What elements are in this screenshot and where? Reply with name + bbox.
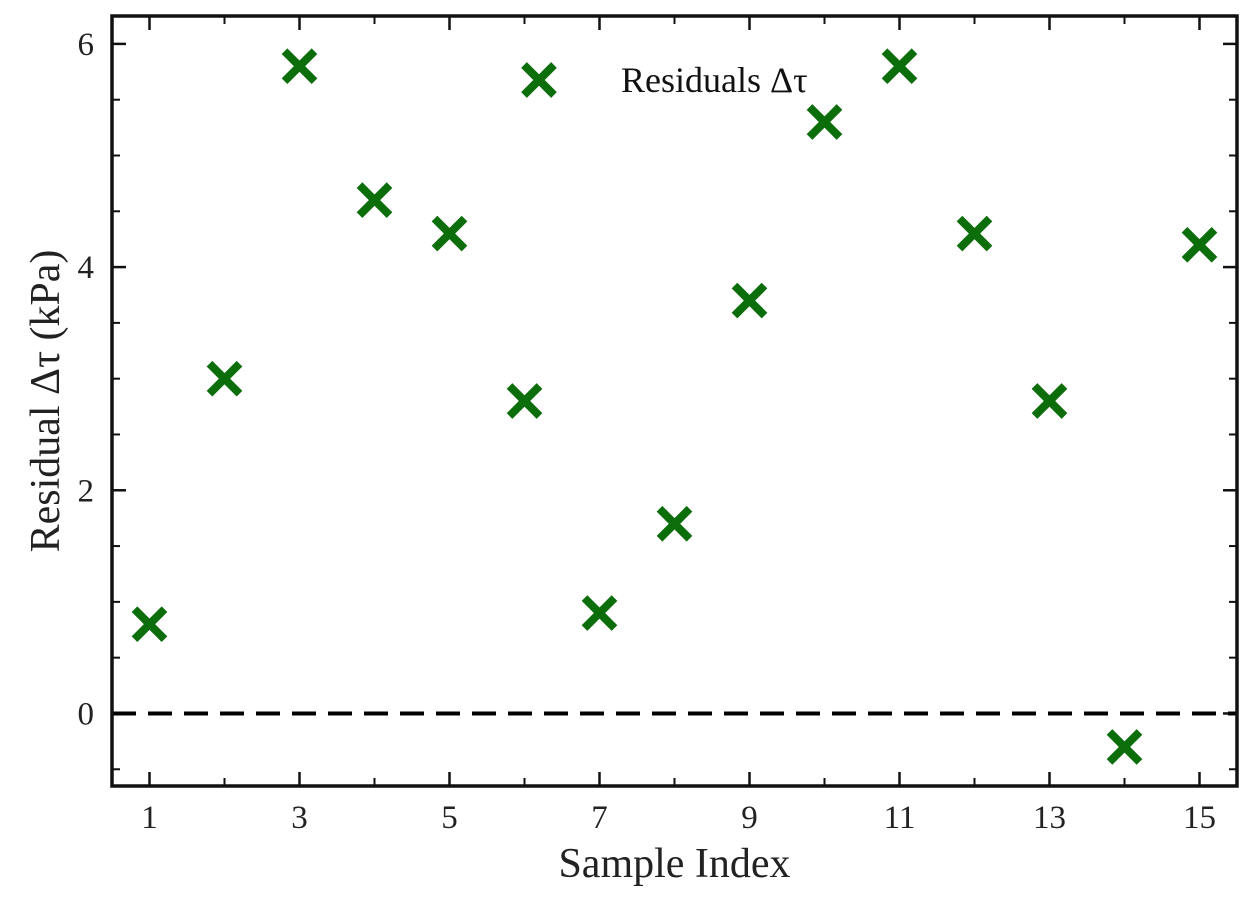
marker-stroke	[206, 360, 243, 397]
y-axis-title: Residual Δτ (kPa)	[23, 250, 69, 553]
data-point-x-marker	[206, 360, 243, 397]
data-point-x-marker	[1031, 383, 1068, 419]
y-tick-label: 0	[78, 696, 95, 732]
x-tick-labels: 1 3 5 7 9 11 13 15	[141, 800, 1216, 836]
x-tick-label: 1	[141, 800, 158, 836]
marker-stroke	[521, 62, 557, 98]
x-tick-label: 5	[441, 800, 458, 836]
data-point-x-marker	[1106, 729, 1143, 765]
plot-frame	[110, 14, 1239, 788]
marker-stroke	[1031, 383, 1068, 419]
minor-ticks	[112, 16, 1237, 786]
y-tick-label: 2	[78, 473, 95, 509]
data-point-x-marker	[281, 48, 318, 85]
marker-stroke	[1181, 226, 1218, 263]
marker-stroke	[431, 215, 468, 252]
marker-stroke	[506, 383, 543, 419]
data-point-x-marker	[431, 215, 468, 252]
y-tick-labels: 0 2 4 6	[78, 27, 95, 733]
x-tick-label: 9	[741, 800, 758, 836]
data-point-x-marker	[356, 182, 393, 218]
x-tick-label: 15	[1183, 800, 1216, 836]
legend-marker	[521, 62, 557, 98]
marker-stroke	[131, 606, 168, 643]
major-ticks	[112, 16, 1237, 786]
data-point-x-marker	[881, 48, 918, 85]
data-point-x-marker	[506, 383, 543, 419]
data-point-x-marker	[581, 595, 618, 631]
marker-stroke	[281, 48, 318, 85]
marker-stroke	[956, 215, 993, 252]
x-tick-label: 7	[591, 800, 608, 836]
x-axis-title: Sample Index	[558, 841, 790, 887]
marker-stroke	[356, 182, 393, 218]
marker-stroke	[581, 595, 618, 631]
data-point-x-marker	[1181, 226, 1218, 263]
data-point-x-marker	[731, 282, 768, 319]
x-tick-label: 3	[291, 800, 308, 836]
marker-stroke	[656, 505, 693, 542]
y-tick-label: 6	[78, 27, 95, 63]
data-point-x-marker	[956, 215, 993, 252]
data-point-x-marker	[656, 505, 693, 542]
marker-stroke	[731, 282, 768, 319]
marker-stroke	[806, 104, 843, 140]
legend: Residuals Δτ	[521, 60, 808, 100]
x-tick-label: 13	[1033, 800, 1066, 836]
x-tick-label: 11	[884, 800, 916, 836]
marker-stroke	[881, 48, 918, 85]
legend-label: Residuals Δτ	[621, 60, 808, 100]
data-point-x-marker	[806, 104, 843, 140]
data-points	[131, 48, 1218, 765]
marker-stroke	[1106, 729, 1143, 765]
y-tick-label: 4	[78, 250, 95, 286]
data-point-x-marker	[131, 606, 168, 643]
